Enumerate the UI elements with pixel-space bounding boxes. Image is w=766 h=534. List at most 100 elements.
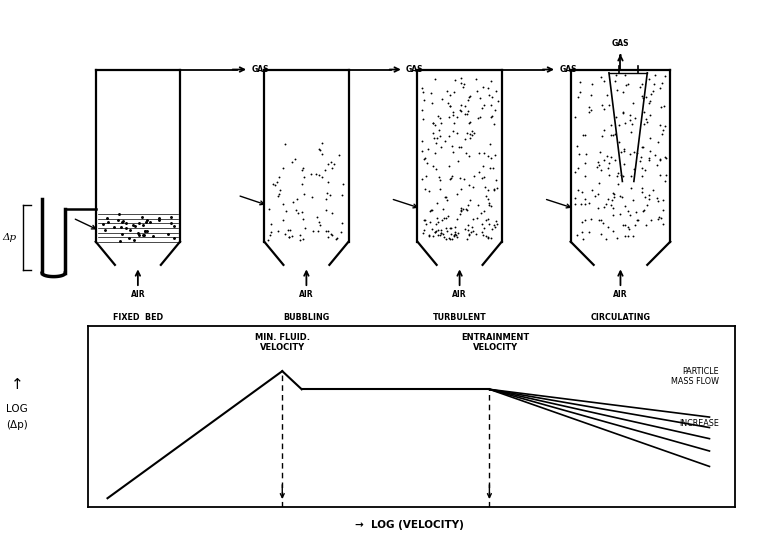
Point (459, 102, 471, 111)
Point (460, 234, 473, 243)
Point (434, 132, 447, 140)
Point (139, 226, 152, 235)
Point (433, 173, 445, 182)
Point (595, 73, 607, 81)
Point (454, 101, 466, 109)
Point (461, 129, 473, 138)
Point (471, 87, 483, 95)
Point (601, 164, 614, 172)
Point (568, 200, 581, 208)
Point (127, 220, 139, 229)
Point (277, 200, 289, 208)
Point (419, 154, 431, 162)
Point (629, 114, 641, 122)
Point (652, 138, 664, 146)
Point (312, 226, 324, 235)
Point (264, 231, 276, 239)
Point (425, 89, 437, 97)
Point (330, 233, 342, 242)
Point (594, 148, 606, 156)
Point (660, 170, 673, 179)
Point (416, 175, 428, 183)
Point (272, 227, 284, 235)
Point (576, 228, 588, 237)
Point (137, 221, 149, 229)
Point (455, 206, 467, 214)
Point (336, 228, 348, 237)
Text: GAS: GAS (251, 65, 269, 74)
Point (624, 115, 637, 124)
Point (624, 211, 637, 219)
Point (144, 217, 156, 226)
Point (290, 206, 303, 214)
Point (417, 229, 429, 238)
Point (433, 126, 445, 135)
Point (447, 127, 459, 135)
Point (296, 208, 308, 216)
Point (283, 233, 296, 241)
Point (476, 219, 488, 228)
Point (580, 150, 592, 159)
Point (483, 152, 495, 160)
Text: BUBBLING: BUBBLING (283, 313, 329, 322)
Point (460, 148, 473, 157)
Point (584, 90, 597, 99)
Text: ↑: ↑ (11, 378, 23, 392)
Point (487, 186, 499, 194)
Point (571, 163, 584, 172)
Point (659, 121, 671, 130)
Point (639, 193, 651, 201)
Text: MIN. FLUID.
VELOCITY: MIN. FLUID. VELOCITY (255, 333, 309, 352)
Point (617, 221, 630, 230)
Point (162, 230, 174, 239)
Point (168, 233, 180, 242)
Point (417, 114, 430, 123)
Point (136, 213, 148, 221)
Point (657, 206, 669, 215)
Point (488, 120, 500, 129)
Point (649, 70, 661, 79)
Text: Δp: Δp (3, 233, 17, 242)
Point (284, 226, 296, 234)
Point (280, 207, 292, 215)
Point (601, 90, 614, 99)
Point (643, 154, 655, 163)
Point (601, 151, 613, 160)
Point (643, 195, 655, 204)
Point (325, 230, 337, 239)
Point (472, 201, 484, 209)
Point (608, 76, 620, 85)
Point (431, 230, 444, 239)
Point (637, 183, 649, 192)
Point (137, 231, 149, 239)
Text: (Δp): (Δp) (6, 420, 28, 429)
Point (474, 113, 486, 121)
Point (617, 108, 630, 116)
Point (448, 88, 460, 96)
Point (447, 107, 459, 116)
Point (326, 231, 339, 239)
Point (660, 176, 672, 185)
Point (328, 159, 340, 168)
Point (455, 78, 467, 87)
Point (464, 195, 476, 204)
Point (313, 171, 326, 179)
Point (632, 216, 644, 224)
Point (576, 218, 588, 226)
Point (643, 99, 656, 107)
Point (490, 217, 502, 225)
Point (423, 187, 435, 195)
Point (417, 215, 430, 224)
Point (460, 205, 472, 214)
Point (645, 90, 657, 98)
Point (450, 229, 462, 238)
Point (657, 125, 669, 134)
Text: AIR: AIR (130, 289, 146, 299)
Point (444, 234, 456, 243)
Point (446, 172, 458, 180)
Point (611, 113, 623, 121)
Point (451, 129, 463, 138)
Point (455, 74, 467, 83)
Point (421, 159, 433, 168)
Point (617, 172, 629, 180)
